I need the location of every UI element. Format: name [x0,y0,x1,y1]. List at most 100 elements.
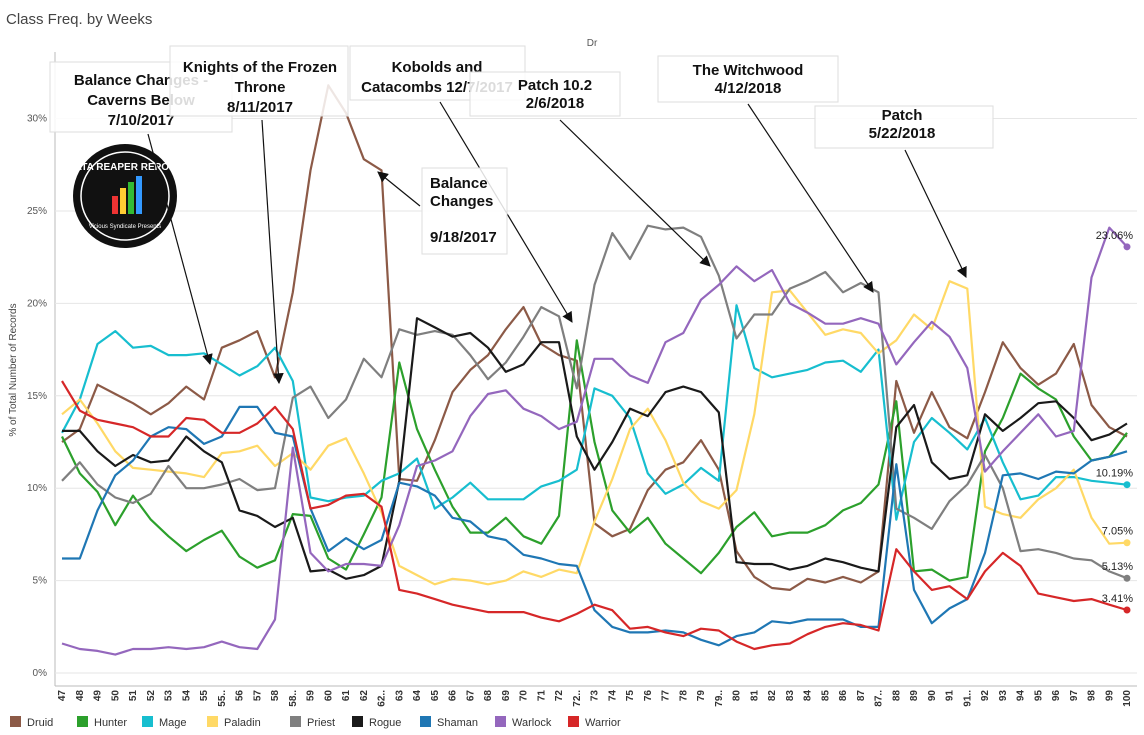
logo-bar [136,176,142,214]
annotation-text: Patch 10.2 [518,77,592,94]
legend-label: Priest [307,717,335,729]
legend-label: Mage [159,717,187,729]
logo-ring [80,151,170,241]
legend: Druid Hunter Mage Paladin Priest Rogue Shaman W… [10,716,621,729]
legend-swatch [352,716,363,727]
y-tick-label: 20% [27,298,47,309]
x-tick-label: 100 [1122,690,1133,707]
annotation-text: Balance [430,175,488,192]
x-tick-label: 72 [554,690,565,702]
x-tick-label: 89 [909,690,920,702]
x-tick-label: 54 [181,690,192,702]
annotation-text: Kobolds and [392,59,483,76]
logo: DATA REAPER REPORT Vicious Syndicate Pre… [68,144,182,248]
series-line [61,224,1128,580]
annotation-text: Caverns Below [87,92,195,109]
legend-label: Hunter [94,717,127,729]
x-tick-label: 65 [430,690,441,702]
x-tick-label: 55 [199,690,210,702]
y-tick-label: 25% [27,206,47,217]
x-tick-label: 83 [785,690,796,702]
x-tick-label: 73 [590,690,601,702]
x-tick-label: 72.. [572,690,583,707]
annotation-text: Changes [430,193,493,210]
annotation-arrow [147,133,213,366]
annotation-text: Patch [882,107,923,124]
x-tick-label: 76 [643,690,654,702]
x-tick-label: 70 [519,690,530,702]
x-tick-label: 52 [146,690,157,702]
legend-swatch [207,716,218,727]
annotation-arrow [377,171,421,207]
series-line [61,304,1128,521]
legend-label: Druid [27,717,53,729]
logo-bar [120,188,126,214]
end-point [1123,539,1131,547]
x-tick-label: 66 [448,690,459,702]
legend-swatch [10,716,21,727]
logo-tagline: Vicious Syndicate Presents [89,224,162,230]
x-tick-label: 62.. [377,690,388,707]
x-tick-label: 86 [838,690,849,702]
legend-swatch [290,716,301,727]
x-tick-label: 77 [661,690,672,702]
annotation-box [421,167,508,255]
logo-bar [112,196,118,214]
legend-label: Warlock [512,717,552,729]
y-axis-label: % of Total Number of Records [8,303,19,436]
x-tick-label: 93 [998,690,1009,702]
x-tick-label: 75 [625,690,636,702]
legend-swatch [568,716,579,727]
y-tick-label: 5% [33,576,48,587]
legend-swatch [77,716,88,727]
x-tick-label: 49 [93,690,104,702]
x-tick-label: 57 [252,690,263,702]
annotation-text: 5/22/2018 [869,125,936,142]
legend-label: Paladin [224,717,261,729]
legend-label: Shaman [437,717,478,729]
annotation-text: 4/12/2018 [715,80,782,97]
annotations: Balance Changes -Caverns Below7/10/2017K… [49,45,994,385]
grid: 0% 5% 10% 15% 20% 25% 30% 47 48 49 50 51 52 53 54 55 55.… [27,114,1137,707]
x-tick-label: 62 [359,690,370,702]
x-tick-label: 91 [945,690,956,702]
x-tick-label: 92 [980,690,991,702]
x-tick-label: 68 [483,690,494,702]
annotation-box [169,45,349,117]
x-tick-label: 55.. [217,690,228,707]
x-tick-label: 64 [412,690,423,702]
x-tick-label: 50 [110,690,121,702]
x-tick-label: 81 [749,690,760,702]
x-tick-label: 67 [465,690,476,702]
x-tick-label: 69 [501,690,512,702]
series-line [62,317,1128,580]
x-tick-label: 60 [323,690,334,702]
annotation-arrow [904,149,967,278]
x-tick-label: 96 [1051,690,1062,702]
x-tick-label: 51 [128,690,139,702]
value-label: 23.06% [1096,230,1134,242]
x-tick-label: 99 [1104,690,1115,702]
end-point [1123,481,1131,489]
x-tick-label: 82 [767,690,778,702]
x-tick-label: 97 [1069,690,1080,702]
x-tick-label: 79.. [714,690,725,707]
x-tick-label: 48 [75,690,86,702]
series-line [61,226,1128,656]
series-line [61,380,1128,651]
x-tick-label: 88 [891,690,902,702]
annotation-arrow [747,103,874,293]
value-label: 5.13% [1102,561,1133,573]
x-tick-label: 79 [696,690,707,702]
annotation-text: 9/18/2017 [430,229,497,246]
x-tick-label: 71 [536,690,547,702]
value-label: 7.05% [1102,526,1133,538]
legend-label: Warrior [585,717,621,729]
x-tick-label: 94 [1016,690,1027,702]
x-tick-label: 85 [820,690,831,702]
annotation-text: 8/11/2017 [227,99,293,116]
x-tick-label: 61 [341,690,352,702]
x-tick-label: 90 [927,690,938,702]
x-tick-label: 87.. [874,690,885,707]
